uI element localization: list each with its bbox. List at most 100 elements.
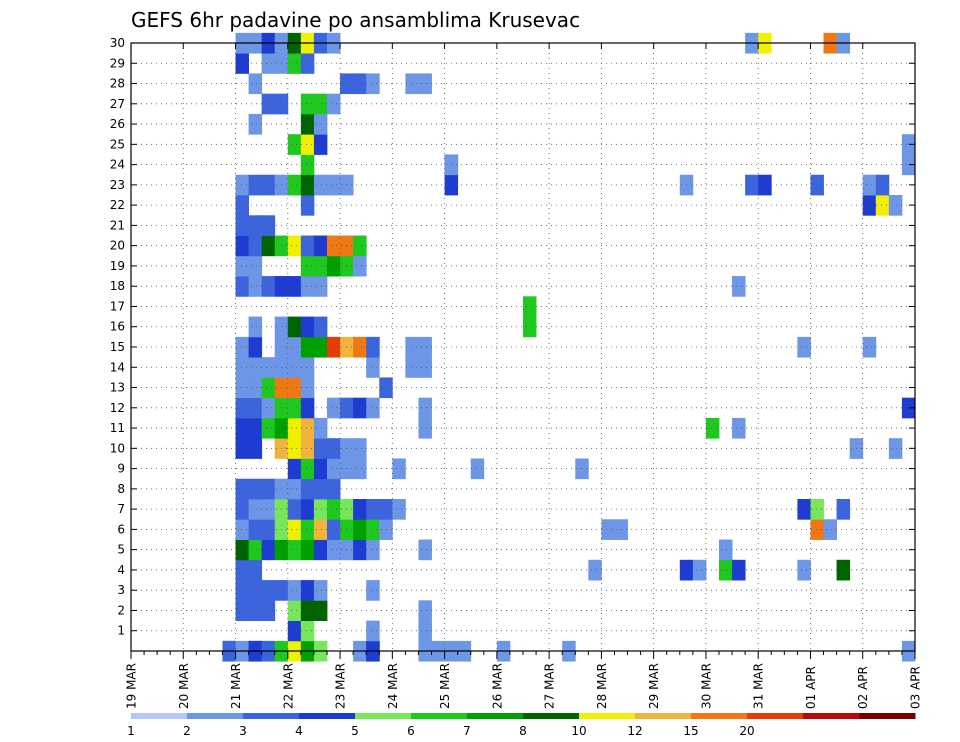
- heatmap-cell: [235, 255, 249, 277]
- heatmap-cell: [366, 357, 380, 378]
- heatmap-cell: [719, 539, 733, 561]
- x-tick-label: 03 APR: [909, 666, 923, 709]
- heatmap-cell: [353, 397, 367, 419]
- heatmap-cell: [287, 235, 302, 257]
- heatmap-cell: [261, 93, 276, 115]
- heatmap-cell: [261, 215, 276, 236]
- heatmap-cell: [235, 235, 249, 257]
- heatmap-cell: [248, 600, 263, 621]
- y-tick-label: 28: [110, 77, 125, 91]
- heatmap-cell: [287, 519, 302, 540]
- heatmap-cell: [261, 580, 276, 601]
- y-axis-ticks: 1234567891011121314151617181920212223242…: [110, 36, 915, 638]
- y-tick-label: 20: [110, 239, 125, 253]
- y-tick-label: 16: [110, 320, 125, 334]
- heatmap-cell: [287, 620, 302, 642]
- heatmap-cell: [287, 357, 302, 378]
- colorbar-label: 15: [683, 724, 698, 738]
- heatmap-cell: [313, 539, 328, 561]
- x-axis-ticks: 19 MAR 20 MAR 21 MAR 22 MAR 23 MAR 24 MAR 25 M…: [125, 43, 923, 709]
- heatmap-cell: [261, 600, 276, 621]
- heatmap-cell: [601, 519, 615, 540]
- heatmap-cell: [287, 499, 302, 520]
- heatmap-cell: [235, 215, 249, 236]
- colorbar-label: 3: [239, 724, 247, 738]
- colorbar-swatch: [579, 713, 636, 719]
- colorbar-label: 5: [351, 724, 359, 738]
- heatmap-cell: [418, 539, 432, 561]
- colorbar-swatch: [299, 713, 356, 719]
- heatmap-cell: [287, 336, 302, 358]
- heatmap-cell: [327, 438, 341, 459]
- colorbar-swatch: [803, 713, 860, 719]
- heatmap-cell: [261, 539, 276, 561]
- heatmap-cell: [248, 276, 263, 297]
- heatmap-cell: [327, 174, 341, 196]
- heatmap-cell: [300, 458, 315, 480]
- heatmap-cell: [313, 438, 328, 459]
- x-tick-label: 22 MAR: [281, 663, 295, 709]
- heatmap-cell: [705, 417, 720, 439]
- heatmap-cell: [248, 580, 263, 601]
- heatmap-cell: [313, 580, 328, 601]
- heatmap-cell: [719, 559, 733, 581]
- y-tick-label: 25: [110, 137, 125, 151]
- x-tick-label: 25 MAR: [438, 663, 452, 709]
- heatmap-cell: [313, 417, 328, 439]
- heatmap-cell: [300, 336, 315, 358]
- heatmap-cell: [235, 195, 249, 216]
- x-tick-label: 23 MAR: [334, 663, 348, 709]
- y-tick-label: 7: [117, 502, 125, 516]
- heatmap-cell: [418, 397, 432, 419]
- heatmap-cell: [248, 316, 263, 338]
- y-tick-label: 8: [117, 482, 125, 496]
- heatmap-cell: [248, 499, 263, 520]
- colorbar-swatch: [859, 713, 916, 719]
- heatmap-cell: [248, 174, 263, 196]
- heatmap-cell: [366, 73, 380, 95]
- colorbar-swatch: [411, 713, 468, 719]
- heatmap-cell: [692, 559, 707, 581]
- heatmap-cell: [353, 73, 367, 95]
- heatmap-cell: [287, 539, 302, 561]
- heatmap-cell: [313, 174, 328, 196]
- heatmap-cell: [300, 174, 315, 196]
- heatmap-cell: [862, 174, 877, 196]
- heatmap-cell: [353, 539, 367, 561]
- heatmap-cell: [235, 580, 249, 601]
- heatmap-cell: [248, 539, 263, 561]
- heatmap-cell: [300, 113, 315, 135]
- heatmap-cell: [901, 154, 916, 176]
- y-tick-label: 11: [110, 421, 125, 435]
- y-tick-label: 17: [110, 299, 125, 313]
- heatmap-cell: [875, 195, 890, 216]
- heatmap-cell: [327, 255, 341, 277]
- heatmap-cell: [261, 499, 276, 520]
- heatmap-cell: [366, 620, 380, 642]
- heatmap-cell: [300, 580, 315, 601]
- heatmap-cell: [810, 499, 824, 520]
- y-tick-label: 3: [117, 583, 125, 597]
- heatmap-cell: [287, 417, 302, 439]
- y-tick-label: 26: [110, 117, 125, 131]
- heatmap-cell: [300, 235, 315, 257]
- colorbar-swatch: [635, 713, 692, 719]
- heatmap-cell: [287, 53, 302, 74]
- heatmap-cell: [287, 377, 302, 399]
- colorbar-label: 10: [571, 724, 586, 738]
- heatmap-cell: [353, 336, 367, 358]
- heatmap-cell: [353, 235, 367, 257]
- y-tick-label: 2: [117, 603, 125, 617]
- heatmap-cell: [405, 336, 419, 358]
- heatmap-cell: [287, 134, 302, 155]
- heatmap-cell: [797, 336, 811, 358]
- heatmap-cell: [261, 478, 276, 500]
- heatmap-cell: [261, 357, 276, 378]
- grid-lines: [131, 42, 915, 651]
- colorbar-swatch: [691, 713, 748, 719]
- heatmap-cell: [248, 113, 263, 135]
- heatmap-cell: [758, 174, 772, 196]
- heatmap-cell: [327, 499, 341, 520]
- heatmap-cell: [235, 519, 249, 540]
